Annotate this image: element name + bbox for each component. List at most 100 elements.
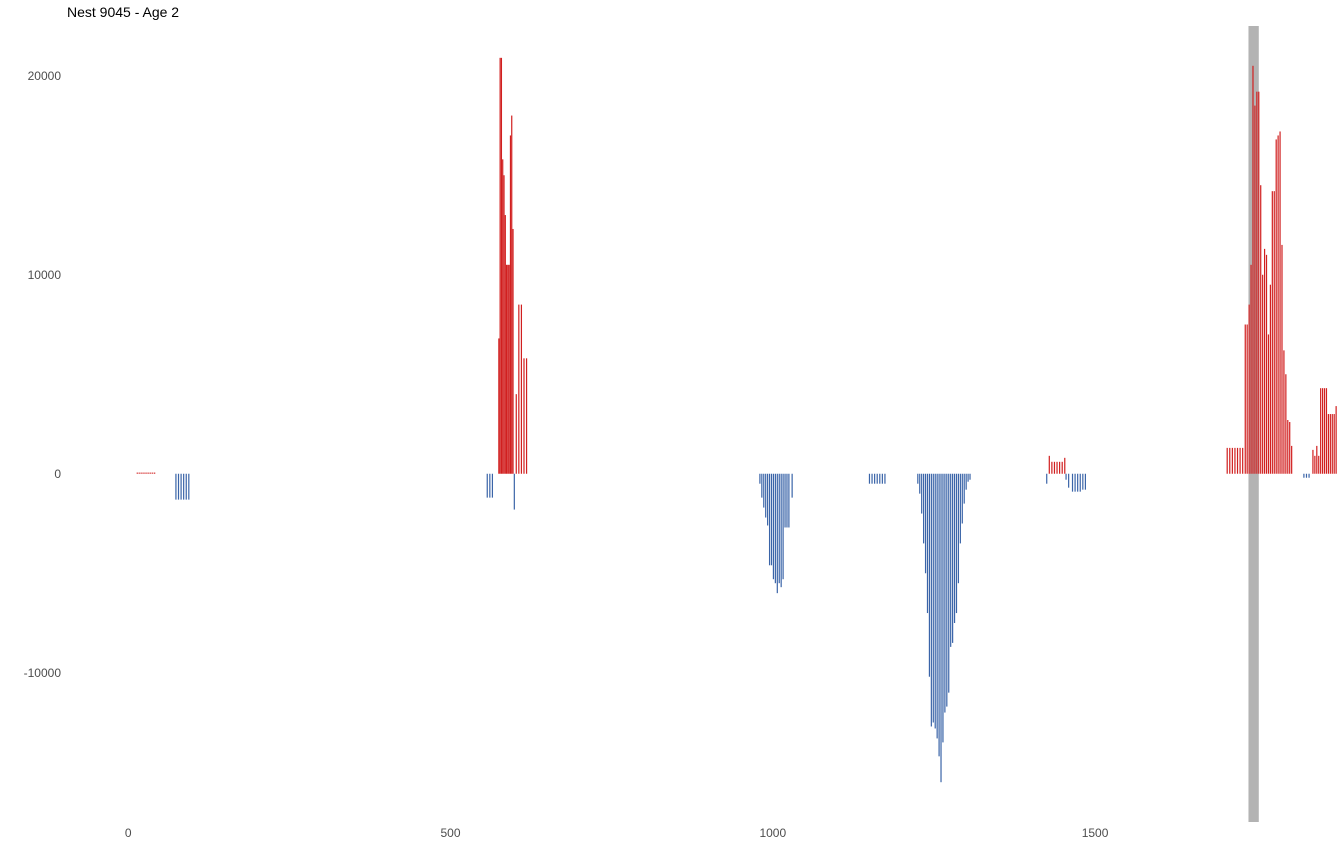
- bar: [874, 473, 876, 484]
- bar: [142, 472, 144, 474]
- bar: [784, 473, 786, 528]
- bar: [1273, 191, 1275, 474]
- bar: [1239, 447, 1241, 474]
- x-tick-label: 0: [125, 826, 132, 840]
- bar: [938, 473, 940, 757]
- bar: [180, 473, 182, 500]
- bar: [491, 473, 494, 498]
- bar: [1068, 473, 1070, 488]
- bar: [1308, 473, 1310, 478]
- bar: [1074, 473, 1076, 492]
- bar: [146, 472, 148, 474]
- bar: [1289, 422, 1291, 474]
- bar: [1059, 461, 1061, 474]
- bar: [948, 473, 950, 693]
- bar: [776, 473, 778, 594]
- bar: [188, 473, 190, 500]
- bar: [1082, 473, 1084, 490]
- bar: [767, 473, 769, 526]
- bar: [183, 473, 185, 500]
- bar: [1260, 185, 1262, 474]
- bar: [1275, 139, 1277, 474]
- bar: [1322, 388, 1324, 474]
- bar: [786, 473, 788, 528]
- bar: [953, 473, 956, 623]
- bar: [770, 473, 773, 566]
- bar: [868, 473, 871, 484]
- bar: [940, 473, 942, 783]
- bars-layer: [136, 57, 1337, 783]
- bar: [1267, 334, 1270, 474]
- bar: [1262, 274, 1264, 474]
- bar: [511, 115, 513, 474]
- bar: [508, 264, 510, 474]
- bar: [1279, 131, 1281, 474]
- highlight-band: [1248, 26, 1259, 822]
- bar: [136, 472, 138, 474]
- bar: [1056, 461, 1058, 474]
- x-tick-label: 1500: [1082, 826, 1109, 840]
- bar: [879, 473, 881, 484]
- bar: [881, 473, 883, 484]
- bar: [525, 358, 528, 474]
- bar: [1283, 350, 1285, 474]
- bar: [934, 473, 936, 729]
- bar: [1329, 414, 1331, 474]
- bar: [152, 472, 154, 474]
- bar: [1287, 420, 1289, 474]
- y-tick-label: 0: [54, 467, 61, 481]
- bar: [778, 473, 780, 584]
- bar: [930, 473, 932, 727]
- bar: [500, 57, 503, 474]
- bar: [140, 472, 142, 474]
- bar: [1231, 447, 1233, 474]
- bar: [1331, 414, 1333, 474]
- bar: [507, 264, 509, 474]
- chart-title: Nest 9045 - Age 2: [67, 4, 180, 20]
- x-tick-label: 1000: [759, 826, 786, 840]
- bar: [1250, 264, 1252, 474]
- bar: [1303, 473, 1305, 478]
- bar: [952, 473, 954, 643]
- bar: [515, 394, 517, 474]
- bar: [1285, 374, 1287, 474]
- bar: [957, 473, 960, 584]
- bar: [969, 473, 971, 480]
- bar: [498, 338, 500, 474]
- bar: [499, 57, 501, 474]
- bar: [1079, 473, 1081, 492]
- bar: [1252, 65, 1254, 474]
- bar: [759, 473, 761, 484]
- bar: [782, 473, 784, 580]
- bar: [513, 473, 515, 510]
- bar: [942, 473, 944, 743]
- bar: [177, 473, 180, 500]
- bar: [505, 264, 508, 474]
- bar: [928, 473, 931, 677]
- bar: [791, 473, 793, 498]
- bar: [946, 473, 948, 707]
- bar: [1064, 457, 1066, 474]
- bar: [932, 473, 934, 723]
- bar: [1071, 473, 1074, 492]
- bar: [884, 473, 886, 484]
- bar: [961, 473, 963, 524]
- bar: [1246, 324, 1248, 474]
- bar: [150, 472, 152, 474]
- bar: [1226, 447, 1228, 474]
- bar: [504, 215, 506, 474]
- bar: [175, 473, 177, 500]
- bar: [185, 473, 187, 500]
- bar: [926, 473, 929, 614]
- highlight-band-layer: [1248, 26, 1259, 822]
- bar: [1312, 449, 1314, 474]
- bar: [1269, 284, 1271, 474]
- bar: [1053, 461, 1056, 474]
- bar: [955, 473, 958, 614]
- bar: [1281, 244, 1283, 474]
- bar: [768, 473, 771, 566]
- y-tick-label: 10000: [28, 268, 62, 282]
- bar: [965, 473, 967, 490]
- bar: [1333, 414, 1335, 474]
